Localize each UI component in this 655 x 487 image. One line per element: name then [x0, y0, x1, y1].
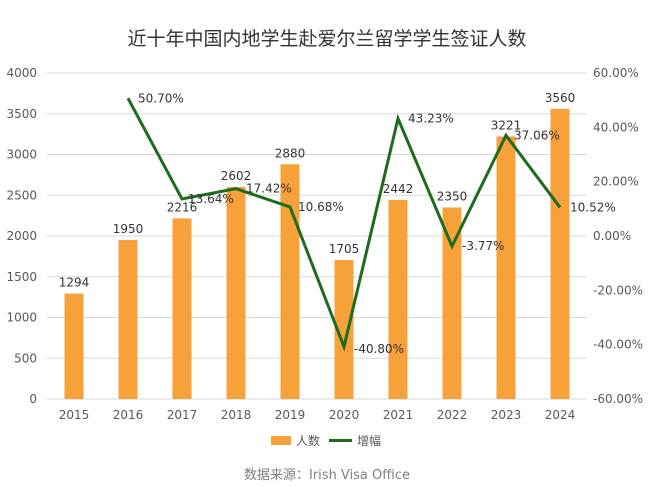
bar: [172, 218, 192, 399]
x-tick-label: 2015: [59, 408, 90, 422]
bar-value-label: 2350: [437, 189, 468, 203]
y-left-tick-label: 500: [14, 351, 37, 365]
line-value-label: 10.68%: [298, 200, 344, 214]
bar: [442, 207, 462, 399]
bar-data-labels: 1294 1950 2216 2602 2880 1705 2442 2350 3221 3560: [59, 91, 576, 290]
bar: [388, 199, 408, 399]
legend: 人数 增幅: [271, 433, 381, 448]
y-left-tick-label: 2000: [6, 229, 37, 243]
bar-value-label: 1950: [113, 222, 144, 236]
x-axis-ticks: 2015 2016 2017 2018 2019 2020 2021 2022 2023 2024: [59, 408, 576, 422]
line-value-label: 13.64%: [188, 192, 234, 206]
y-right-tick-label: 0.00%: [593, 229, 631, 243]
right-axis-ticks: -60.00% -40.00% -20.00% 0.00% 20.00% 40.00% 60…: [593, 66, 643, 406]
legend-label-count: 人数: [296, 433, 320, 448]
x-tick-label: 2023: [491, 408, 522, 422]
y-right-tick-label: -40.00%: [593, 338, 643, 352]
line-value-label: 50.70%: [138, 91, 184, 105]
x-tick-label: 2017: [167, 408, 198, 422]
line-series-growth: [126, 97, 562, 352]
y-right-tick-label: -20.00%: [593, 283, 643, 297]
bar-value-label: 2442: [383, 182, 414, 196]
bar-value-label: 2216: [167, 200, 198, 214]
x-tick-label: 2016: [113, 408, 144, 422]
x-tick-label: 2020: [329, 408, 360, 422]
y-left-tick-label: 4000: [6, 66, 37, 80]
bar-value-label: 3221: [491, 118, 522, 132]
y-left-tick-label: 0: [29, 392, 37, 406]
bar-value-label: 1705: [329, 242, 360, 256]
y-right-tick-label: 60.00%: [593, 66, 639, 80]
bar: [118, 240, 138, 399]
bar-value-label: 2880: [275, 146, 306, 160]
legend-label-growth: 增幅: [357, 433, 381, 448]
bar: [280, 164, 300, 399]
x-tick-label: 2022: [437, 408, 468, 422]
line-value-label: -40.80%: [354, 342, 404, 356]
y-right-tick-label: -60.00%: [593, 392, 643, 406]
bar-value-label: 3560: [545, 91, 576, 105]
legend-swatch-count: [271, 436, 291, 445]
y-right-tick-label: 20.00%: [593, 175, 639, 189]
bar: [64, 293, 84, 399]
x-tick-label: 2019: [275, 408, 306, 422]
y-left-tick-label: 3000: [6, 148, 37, 162]
bar: [550, 108, 570, 400]
line-value-label: 37.06%: [514, 128, 560, 142]
bar: [334, 260, 354, 399]
left-axis-ticks: 0 500 1000 1500 2000 2500 3000 3500 4000: [6, 66, 37, 406]
source-note: 数据来源：Irish Visa Office: [244, 468, 410, 483]
line-value-label: 17.42%: [246, 182, 292, 196]
bar: [496, 136, 516, 399]
line-data-labels: 50.70% 13.64% 17.42% 10.68% -40.80% 43.23% -3.…: [138, 91, 616, 356]
y-left-tick-label: 2500: [6, 188, 37, 202]
bar-series-count: [64, 108, 570, 400]
bar-value-label: 2602: [221, 169, 252, 183]
line-value-label: 43.23%: [408, 112, 454, 126]
bar: [226, 186, 246, 399]
y-left-tick-label: 1000: [6, 311, 37, 325]
x-tick-label: 2018: [221, 408, 252, 422]
bar-value-label: 1294: [59, 276, 90, 290]
line-value-label: 10.52%: [570, 200, 616, 214]
y-left-tick-label: 1500: [6, 270, 37, 284]
chart-title: 近十年中国内地学生赴爱尔兰留学学生签证人数: [127, 28, 526, 50]
x-tick-label: 2024: [545, 408, 576, 422]
x-tick-label: 2021: [383, 408, 414, 422]
growth-line: [126, 97, 562, 352]
line-value-label: -3.77%: [462, 239, 504, 253]
y-right-tick-label: 40.00%: [593, 120, 639, 134]
y-left-tick-label: 3500: [6, 107, 37, 121]
